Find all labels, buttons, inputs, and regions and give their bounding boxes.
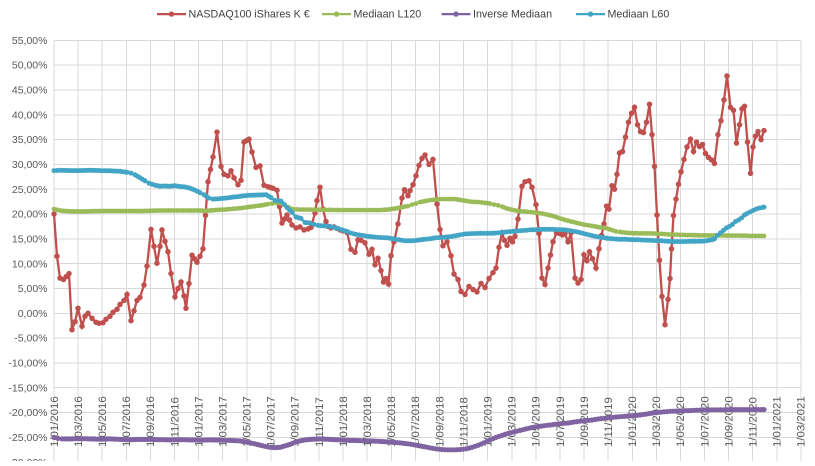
svg-text:1/01/2019: 1/01/2019 [483,396,495,447]
svg-text:55,00%: 55,00% [12,35,48,47]
svg-text:1/01/2016: 1/01/2016 [49,396,61,447]
svg-text:NASDAQ100 iShares K €: NASDAQ100 iShares K € [189,8,310,20]
svg-text:15,00%: 15,00% [12,233,48,245]
svg-text:40,00%: 40,00% [12,109,48,121]
svg-text:1/07/2016: 1/07/2016 [121,396,133,447]
svg-text:1/01/2020: 1/01/2020 [627,396,639,447]
svg-text:Inverse Mediaan: Inverse Mediaan [473,8,552,20]
svg-text:1/09/2018: 1/09/2018 [434,396,446,447]
svg-text:1/05/2017: 1/05/2017 [242,396,254,447]
svg-text:45,00%: 45,00% [12,85,48,97]
svg-text:25,00%: 25,00% [12,184,48,196]
svg-text:1/11/2019: 1/11/2019 [603,397,615,447]
svg-text:1/03/2018: 1/03/2018 [362,396,374,447]
svg-text:1/05/2018: 1/05/2018 [386,396,398,447]
svg-text:1/05/2016: 1/05/2016 [97,396,109,447]
svg-text:-25,00%: -25,00% [8,432,47,444]
svg-text:50,00%: 50,00% [12,60,48,72]
svg-text:-5,00%: -5,00% [14,333,47,345]
svg-text:1/07/2017: 1/07/2017 [266,396,278,447]
svg-text:1/07/2020: 1/07/2020 [699,396,711,447]
svg-text:0,00%: 0,00% [18,308,48,320]
svg-text:1/03/2020: 1/03/2020 [651,396,663,447]
svg-text:1/03/2016: 1/03/2016 [73,396,85,447]
svg-text:1/01/2018: 1/01/2018 [338,396,350,447]
svg-text:1/11/2020: 1/11/2020 [748,397,760,447]
svg-text:1/01/2021: 1/01/2021 [772,396,784,447]
svg-text:-30,00%: -30,00% [8,457,47,461]
svg-text:-15,00%: -15,00% [8,382,47,394]
svg-text:1/07/2018: 1/07/2018 [410,396,422,447]
svg-text:1/11/2018: 1/11/2018 [458,397,470,447]
svg-text:1/09/2017: 1/09/2017 [290,396,302,447]
svg-text:-20,00%: -20,00% [8,407,47,419]
svg-text:1/05/2019: 1/05/2019 [531,396,543,447]
svg-text:1/01/2017: 1/01/2017 [193,396,205,447]
svg-text:10,00%: 10,00% [12,258,48,270]
svg-text:1/11/2017: 1/11/2017 [314,397,326,447]
svg-text:30,00%: 30,00% [12,159,48,171]
svg-text:35,00%: 35,00% [12,134,48,146]
svg-text:5,00%: 5,00% [18,283,48,295]
svg-text:1/09/2016: 1/09/2016 [145,396,157,447]
svg-text:-10,00%: -10,00% [8,358,47,370]
svg-text:1/11/2016: 1/11/2016 [169,397,181,447]
svg-text:1/09/2020: 1/09/2020 [723,396,735,447]
svg-text:Mediaan L60: Mediaan L60 [608,8,670,20]
svg-text:20,00%: 20,00% [12,209,48,221]
svg-text:1/05/2020: 1/05/2020 [675,396,687,447]
svg-text:1/03/2021: 1/03/2021 [796,396,808,447]
svg-text:1/03/2017: 1/03/2017 [218,396,230,447]
svg-text:1/03/2019: 1/03/2019 [507,396,519,447]
svg-text:Mediaan L120: Mediaan L120 [354,8,422,20]
